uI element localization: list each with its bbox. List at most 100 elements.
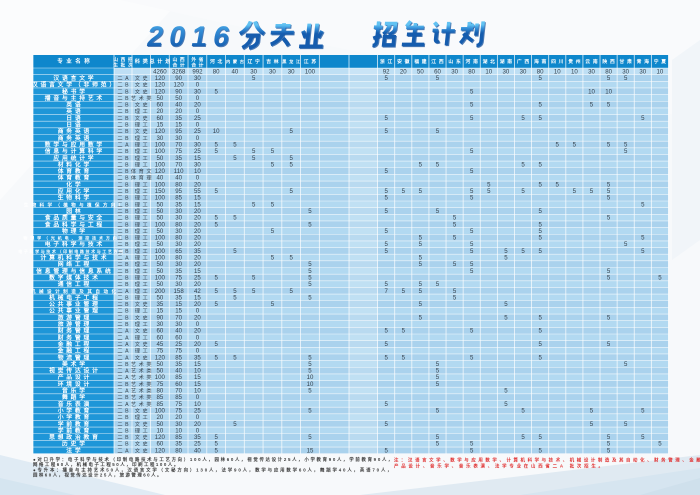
svg-text:黑龙江: 黑龙江 bbox=[282, 58, 303, 65]
svg-text:5: 5 bbox=[308, 368, 312, 375]
svg-text:20: 20 bbox=[194, 328, 201, 335]
svg-text:理工: 理工 bbox=[135, 108, 150, 115]
svg-text:120: 120 bbox=[155, 168, 166, 175]
svg-text:30: 30 bbox=[451, 68, 458, 75]
svg-text:陕西: 陕西 bbox=[602, 58, 617, 65]
svg-text:5: 5 bbox=[607, 215, 611, 222]
svg-text:金融工程: 金融工程 bbox=[57, 340, 92, 348]
svg-text:5: 5 bbox=[271, 201, 275, 208]
svg-text:5: 5 bbox=[624, 141, 628, 148]
svg-text:5: 5 bbox=[290, 288, 294, 295]
svg-text:5: 5 bbox=[308, 354, 312, 361]
svg-text:5: 5 bbox=[290, 161, 294, 168]
svg-text:40: 40 bbox=[175, 175, 182, 182]
svg-text:产品设计、音乐学、音乐表演、法学专业在山西省二A 批次招生。: 产品设计、音乐学、音乐表演、法学专业在山西省二A 批次招生。 bbox=[394, 463, 606, 470]
svg-text:5: 5 bbox=[607, 75, 611, 82]
svg-text:环境设计: 环境设计 bbox=[58, 380, 92, 388]
svg-text:7: 7 bbox=[384, 288, 388, 295]
svg-text:30: 30 bbox=[175, 241, 182, 248]
svg-text:80: 80 bbox=[537, 68, 544, 75]
svg-text:计算机科学与技术: 计算机科学与技术 bbox=[40, 254, 109, 262]
svg-text:二B: 二B bbox=[117, 428, 131, 434]
svg-text:85: 85 bbox=[156, 394, 163, 401]
svg-text:理工: 理工 bbox=[135, 427, 150, 434]
svg-text:江西: 江西 bbox=[431, 58, 446, 65]
svg-text:75: 75 bbox=[175, 401, 182, 408]
svg-text:二B: 二B bbox=[117, 123, 131, 129]
svg-text:20: 20 bbox=[194, 235, 201, 242]
svg-text:湖北: 湖北 bbox=[483, 58, 498, 65]
svg-text:5: 5 bbox=[214, 148, 218, 155]
svg-text:5: 5 bbox=[538, 115, 542, 122]
svg-text:60: 60 bbox=[156, 328, 163, 335]
svg-text:10: 10 bbox=[605, 88, 612, 95]
svg-text:5: 5 bbox=[436, 374, 440, 381]
svg-text:85: 85 bbox=[175, 394, 182, 401]
svg-text:5: 5 bbox=[607, 181, 611, 188]
svg-text:30: 30 bbox=[175, 135, 182, 142]
svg-text:5: 5 bbox=[436, 368, 440, 375]
svg-text:5: 5 bbox=[214, 141, 218, 148]
svg-text:30: 30 bbox=[250, 68, 257, 75]
svg-text:20: 20 bbox=[175, 414, 182, 421]
svg-text:5: 5 bbox=[233, 294, 237, 301]
svg-text:5: 5 bbox=[436, 434, 440, 441]
svg-text:2016: 2016 bbox=[145, 22, 239, 54]
svg-text:25: 25 bbox=[194, 407, 201, 414]
svg-text:10: 10 bbox=[588, 88, 595, 95]
svg-text:专业名称: 专业名称 bbox=[57, 57, 93, 65]
svg-text:0: 0 bbox=[196, 321, 200, 328]
svg-text:5: 5 bbox=[590, 102, 594, 109]
svg-text:35: 35 bbox=[175, 441, 182, 448]
svg-text:5: 5 bbox=[384, 241, 388, 248]
svg-text:85: 85 bbox=[175, 354, 182, 361]
svg-text:电子科学与技术（印制电路技术与工艺方向）: 电子科学与技术（印制电路技术与工艺方向） bbox=[18, 248, 130, 254]
svg-text:5: 5 bbox=[384, 421, 388, 428]
svg-text:10: 10 bbox=[307, 374, 314, 381]
svg-text:生物科学（植物与植保方向）: 生物科学（植物与植保方向） bbox=[24, 201, 127, 208]
svg-text:85: 85 bbox=[156, 401, 163, 408]
svg-text:二B: 二B bbox=[117, 422, 131, 428]
svg-text:35: 35 bbox=[156, 301, 163, 308]
svg-text:20: 20 bbox=[194, 281, 201, 288]
svg-text:120: 120 bbox=[155, 447, 166, 454]
svg-text:15: 15 bbox=[194, 195, 201, 202]
svg-text:40: 40 bbox=[232, 68, 239, 75]
svg-text:5: 5 bbox=[607, 268, 611, 275]
svg-text:5: 5 bbox=[271, 161, 275, 168]
svg-text:5: 5 bbox=[487, 181, 491, 188]
svg-text:5: 5 bbox=[436, 441, 440, 448]
svg-text:艺术类: 艺术类 bbox=[131, 94, 154, 102]
svg-text:0: 0 bbox=[196, 414, 200, 421]
svg-text:5: 5 bbox=[453, 288, 457, 295]
svg-text:5: 5 bbox=[470, 88, 474, 95]
svg-text:二B: 二B bbox=[117, 109, 131, 115]
svg-text:5: 5 bbox=[271, 255, 275, 262]
svg-text:5: 5 bbox=[453, 215, 457, 222]
svg-text:5: 5 bbox=[658, 274, 662, 281]
svg-text:●对口升学：电子科学与技术（印制电路技术与工艺方向）100人: ●对口升学：电子科学与技术（印制电路技术与工艺方向）100人，园林60人，视觉传… bbox=[33, 456, 394, 463]
svg-text:理工: 理工 bbox=[135, 221, 150, 228]
svg-text:100: 100 bbox=[155, 161, 166, 168]
svg-text:5: 5 bbox=[419, 314, 423, 321]
svg-text:二B: 二B bbox=[117, 89, 131, 95]
svg-text:二B: 二B bbox=[117, 249, 131, 255]
svg-text:5: 5 bbox=[252, 288, 256, 295]
svg-text:美术学: 美术学 bbox=[62, 360, 88, 368]
svg-text:80: 80 bbox=[175, 255, 182, 262]
svg-text:75: 75 bbox=[175, 274, 182, 281]
svg-text:10: 10 bbox=[554, 68, 561, 75]
svg-text:5: 5 bbox=[607, 447, 611, 454]
svg-text:30: 30 bbox=[175, 261, 182, 268]
svg-text:85: 85 bbox=[175, 374, 182, 381]
svg-text:15: 15 bbox=[175, 308, 182, 315]
svg-text:公共事业管理: 公共事业管理 bbox=[49, 307, 101, 315]
svg-text:湖南: 湖南 bbox=[500, 58, 515, 65]
svg-text:二B: 二B bbox=[117, 275, 131, 281]
svg-text:5: 5 bbox=[521, 115, 525, 122]
svg-text:5: 5 bbox=[308, 274, 312, 281]
svg-text:80: 80 bbox=[605, 68, 612, 75]
svg-text:60: 60 bbox=[175, 334, 182, 341]
svg-text:5: 5 bbox=[308, 294, 312, 301]
svg-text:文史: 文史 bbox=[135, 340, 150, 348]
